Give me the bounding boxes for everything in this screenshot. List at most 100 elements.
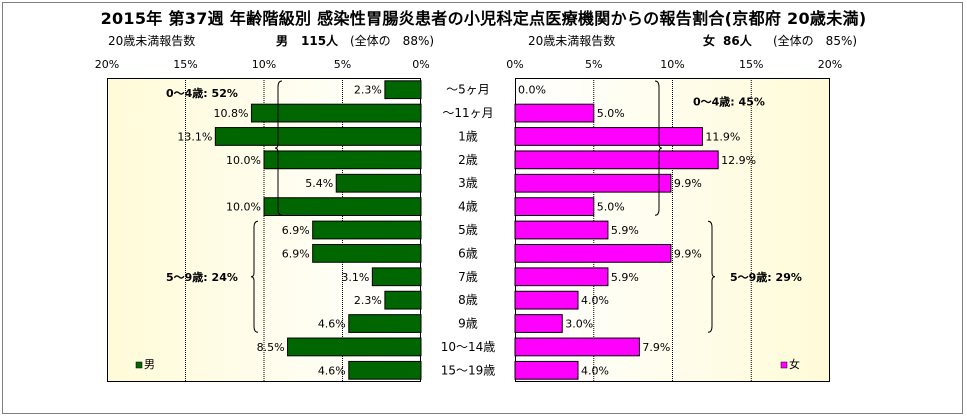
category-label: 5歳	[458, 223, 478, 237]
male-count-label: 115人	[301, 34, 339, 48]
male-tick-label: 15%	[173, 58, 197, 71]
female-header-count: 86人	[723, 32, 752, 49]
category-label: 6歳	[458, 246, 478, 260]
male-data-label: 5.4%	[305, 177, 333, 190]
male-bar	[348, 360, 422, 380]
female-brace	[654, 80, 663, 216]
male-bar	[335, 173, 422, 193]
category-label: 1歳	[458, 129, 478, 143]
female-bar	[514, 127, 703, 146]
category-label: 4歳	[458, 200, 478, 214]
male-data-label: 4.6%	[318, 318, 346, 331]
female-tick-label: 0%	[506, 58, 523, 71]
male-legend-swatch	[135, 361, 143, 369]
category-label: 9歳	[458, 317, 478, 331]
category-label: 3歳	[458, 176, 478, 190]
female-data-label: 4.0%	[581, 364, 609, 377]
chart-title: 2015年 第37週 年齢階級別 感染性胃腸炎患者の小児科定点医療機関からの報告…	[100, 9, 867, 28]
male-brace	[274, 80, 283, 216]
female-group-annotation: 0～4歳: 45%	[693, 94, 765, 108]
male-data-label: 3.1%	[341, 271, 369, 284]
male-bar	[287, 337, 422, 357]
male-data-label: 13.1%	[177, 130, 212, 143]
male-bar	[384, 290, 422, 310]
female-bar	[514, 314, 563, 333]
female-header-share: (全体の 85%)	[773, 34, 858, 48]
female-group-annotation: 5～9歳: 29%	[730, 270, 802, 284]
female-bar	[514, 267, 609, 287]
male-bar	[250, 103, 422, 123]
female-legend-swatch	[780, 361, 788, 369]
female-data-label: 4.0%	[581, 294, 609, 307]
male-bar	[312, 243, 422, 263]
male-data-label: 10.8%	[213, 107, 248, 120]
female-data-label: 3.0%	[565, 318, 593, 331]
female-count-label: 86人	[723, 34, 752, 48]
male-header-count: 115人	[301, 32, 338, 49]
male-tick-label: 5%	[334, 58, 351, 71]
female-tick-label: 10%	[660, 58, 684, 71]
female-bar	[514, 173, 672, 193]
category-label: 2歳	[458, 153, 478, 167]
female-data-label: 5.0%	[597, 107, 625, 120]
female-bar	[514, 103, 595, 123]
female-data-label: 11.9%	[705, 130, 740, 143]
male-bar	[263, 197, 422, 217]
category-label: 7歳	[458, 270, 478, 284]
male-tick-label: 20%	[95, 58, 119, 71]
male-data-label: 2.3%	[354, 294, 382, 307]
female-legend-label: 女	[789, 357, 800, 371]
category-label: 10～14歳	[441, 340, 496, 354]
male-legend-label: 男	[144, 358, 155, 371]
female-bar	[514, 360, 579, 380]
female-brace	[707, 220, 716, 333]
male-tick-label: 10%	[252, 58, 276, 71]
male-brace	[250, 220, 259, 333]
female-data-label: 12.9%	[721, 154, 756, 167]
male-data-label: 8.5%	[257, 341, 285, 354]
male-bar	[214, 127, 422, 146]
female-tick-label: 20%	[818, 58, 842, 71]
male-bar	[384, 80, 422, 100]
category-label: ～11ヶ月	[442, 106, 493, 120]
female-sex-label: 女	[703, 34, 716, 48]
female-data-label: 0.0%	[518, 84, 546, 97]
female-header-sex: 女	[703, 32, 715, 49]
female-bar	[514, 243, 672, 263]
female-data-label: 5.0%	[597, 201, 625, 214]
male-header-sub: 20歳未満報告数	[108, 34, 196, 48]
male-bar	[348, 314, 422, 333]
female-bar	[514, 150, 719, 170]
male-bar	[312, 220, 422, 240]
male-data-label: 6.9%	[282, 247, 310, 260]
female-data-label: 9.9%	[674, 177, 702, 190]
female-data-label: 5.9%	[611, 224, 639, 237]
male-sex-label: 男	[276, 34, 289, 48]
female-header-sub: 20歳未満報告数	[528, 34, 616, 48]
male-group-annotation: 0～4歳: 52%	[166, 86, 238, 100]
female-data-label: 5.9%	[611, 271, 639, 284]
category-label: 8歳	[458, 293, 478, 307]
male-header-share: (全体の 88%)	[350, 34, 435, 48]
male-group-annotation: 5～9歳: 24%	[166, 270, 238, 284]
category-label: ～5ヶ月	[446, 83, 490, 97]
male-data-label: 10.0%	[226, 201, 261, 214]
male-tick-label: 0%	[412, 58, 429, 71]
female-tick-label: 5%	[585, 58, 602, 71]
male-header-sex: 男	[276, 32, 288, 49]
female-bar	[514, 290, 579, 310]
male-data-label: 4.6%	[318, 364, 346, 377]
male-data-label: 10.0%	[226, 154, 261, 167]
male-data-label: 6.9%	[282, 224, 310, 237]
category-label: 15～19歳	[441, 363, 496, 377]
male-data-label: 2.3%	[354, 84, 382, 97]
female-bar	[514, 197, 595, 217]
female-data-label: 7.9%	[642, 341, 670, 354]
female-bar	[514, 220, 609, 240]
female-tick-label: 15%	[739, 58, 763, 71]
female-bar	[514, 337, 640, 357]
male-bar	[371, 267, 422, 287]
female-data-label: 9.9%	[674, 247, 702, 260]
